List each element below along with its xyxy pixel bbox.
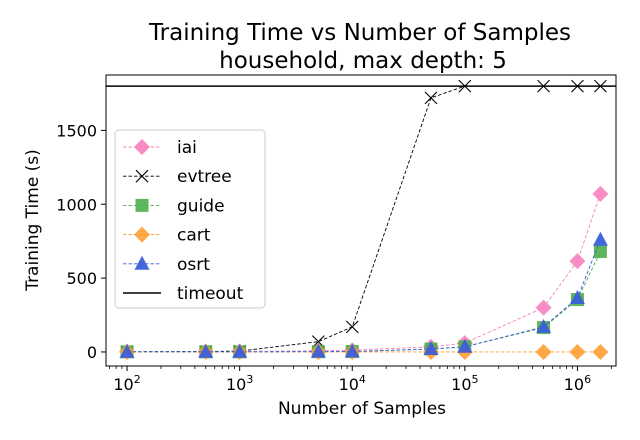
legend-marker-osrt (134, 255, 150, 270)
data-point-evtree (537, 79, 550, 93)
legend-marker-guide (135, 198, 149, 212)
series-line-osrt (127, 239, 601, 353)
y-tick-label: 1500 (56, 121, 97, 140)
data-point-cart (535, 343, 552, 360)
x-tick-label: 104 (339, 373, 366, 394)
data-point-cart (569, 343, 586, 360)
data-point-osrt (232, 343, 248, 358)
x-tick-label: 102 (113, 373, 140, 394)
data-point-evtree (571, 79, 584, 93)
x-axis-label: Number of Samples (278, 399, 446, 419)
chart-subtitle: household, max depth: 5 (219, 48, 507, 74)
data-point-osrt (592, 231, 608, 246)
data-point-evtree (345, 320, 359, 334)
data-point-osrt (119, 343, 135, 358)
data-point-evtree (594, 79, 607, 93)
data-point-osrt (423, 341, 439, 356)
legend-label-guide: guide (177, 196, 225, 216)
legend-label-iai: iai (177, 138, 197, 158)
data-point-iai (569, 253, 586, 270)
legend-marker-evtree (135, 169, 149, 183)
chart-title: Training Time vs Number of Samples (148, 20, 571, 46)
x-tick-label: 106 (564, 373, 591, 394)
y-axis-label: Training Time (s) (23, 149, 43, 292)
data-point-osrt (569, 290, 585, 305)
legend-label-evtree: evtree (177, 167, 232, 187)
legend-label-timeout: timeout (177, 284, 244, 304)
legend-marker-cart (134, 226, 150, 243)
data-point-osrt (536, 318, 552, 333)
plot-area: 102 103 104 105 106 0 500 1000 1500 (56, 74, 617, 394)
y-tick-label: 500 (66, 269, 97, 288)
data-point-iai (535, 299, 552, 316)
legend-marker-iai (134, 139, 150, 155)
data-point-osrt (310, 343, 326, 358)
data-point-cart (592, 343, 609, 360)
x-tick-label: 105 (451, 373, 478, 394)
y-tick-label: 0 (87, 343, 97, 362)
legend-label-osrt: osrt (177, 255, 210, 275)
data-point-iai (592, 185, 609, 202)
legend-label-cart: cart (177, 226, 211, 246)
axes-frame (105, 74, 617, 367)
data-point-evtree (458, 79, 472, 93)
x-tick-label: 103 (226, 373, 253, 394)
data-point-osrt (344, 343, 360, 358)
data-point-osrt (457, 338, 473, 353)
series-line-evtree (127, 85, 601, 353)
data-point-evtree (424, 91, 438, 105)
legend: iai evtree guide cart osrt timeout (114, 129, 266, 309)
y-tick-label: 1000 (56, 195, 97, 214)
data-point-osrt (198, 343, 214, 358)
